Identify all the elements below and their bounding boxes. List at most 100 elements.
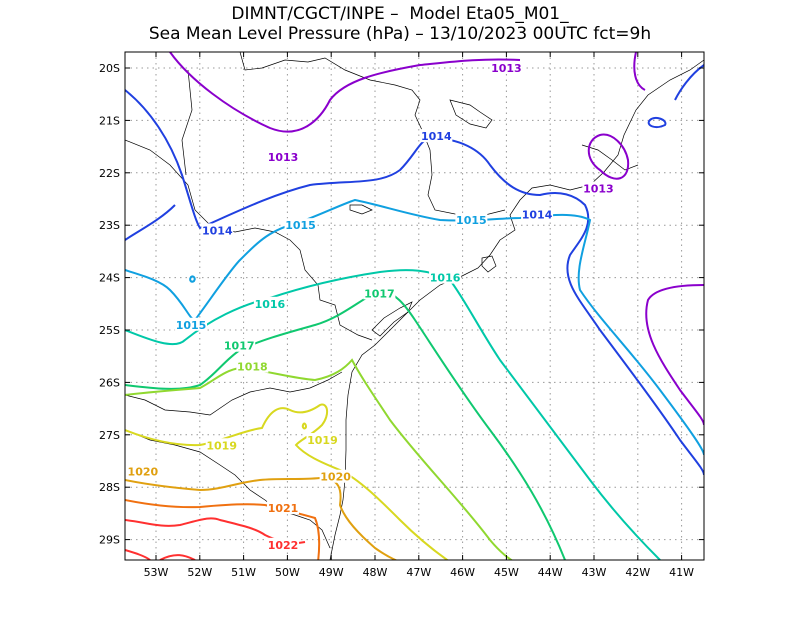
lat-lon-grid: [125, 52, 704, 560]
isobar-label: 1013: [583, 183, 614, 196]
lat-tick-label: 20S: [99, 62, 120, 75]
isobar-label-bg: [490, 61, 523, 74]
lon-tick-label: 52W: [187, 566, 212, 579]
lat-tick-label: 24S: [99, 272, 120, 285]
lagoon: [371, 301, 413, 337]
lat-tick-label: 25S: [99, 324, 120, 337]
isobar-1018: [125, 358, 514, 560]
isobar-1013: [645, 284, 704, 426]
isobar-label-bg: [306, 433, 339, 447]
lon-tick-label: 53W: [144, 566, 169, 579]
isobar-1014: [647, 116, 667, 129]
isobars: [125, 52, 704, 560]
lake: [449, 99, 493, 129]
lon-tick-label: 41W: [669, 566, 694, 579]
isobar-label: 1013: [268, 151, 299, 164]
isobar-label: 1015: [285, 219, 316, 232]
isobar-label-bg: [201, 223, 234, 237]
isobar-label: 1015: [176, 319, 207, 332]
isobar-label: 1019: [206, 439, 237, 452]
isobar-label-bg: [126, 464, 159, 478]
state-border: [239, 52, 506, 216]
lat-tick-label: 29S: [99, 534, 120, 547]
lon-tick-label: 46W: [450, 566, 475, 579]
axis-ticks: 53W 52W 51W 50W 49W 48W 47W 46W 45W 44W 43W 42W 41W 2…: [99, 52, 704, 579]
isobar-label-bg: [253, 296, 286, 310]
map-frame: [124, 51, 705, 561]
state-border: [125, 371, 343, 416]
isobar-1021: [125, 499, 321, 560]
lake: [349, 204, 373, 215]
isobar-label-bg: [521, 207, 554, 221]
isobar-label-bg: [319, 469, 352, 483]
lon-tick-label: 48W: [363, 566, 388, 579]
isobar-label: 1016: [430, 272, 461, 285]
isobar-label: 1014: [202, 224, 233, 237]
isobar-label: 1017: [224, 340, 255, 353]
isobar-1022: [159, 554, 196, 560]
isobar-label-bg: [236, 359, 269, 373]
isobar-label-bg: [429, 270, 462, 284]
isobar-label-bg: [223, 338, 256, 352]
isobar-1015: [189, 275, 196, 283]
isobar-1013: [633, 52, 646, 91]
isobar-label: 1015: [456, 214, 487, 227]
state-border: [581, 144, 639, 171]
isobar-label: 1019: [307, 434, 338, 447]
state-border: [181, 69, 193, 176]
island: [481, 255, 497, 273]
isobar-label-bg: [284, 218, 317, 232]
state-border: [125, 429, 331, 549]
lon-tick-label: 44W: [538, 566, 563, 579]
lon-tick-label: 42W: [625, 566, 650, 579]
isobar-label-bg: [267, 537, 300, 551]
isobar-1019: [301, 422, 308, 430]
lon-tick-label: 51W: [231, 566, 256, 579]
lat-tick-label: 23S: [99, 219, 120, 232]
isobar-label: 1020: [320, 471, 351, 484]
lon-tick-label: 49W: [319, 566, 344, 579]
isobar-label: 1014: [421, 130, 452, 143]
isobar-label: 1016: [255, 298, 286, 311]
isobar-1020: [125, 476, 398, 560]
isobar-labels: 1013 1013 1013 1014 1014 1014 1015 1015 1015 1016…: [126, 61, 615, 552]
map-title: DIMNT/CGCT/INPE – Model Eta05_M01_ Sea M…: [0, 4, 800, 44]
state-border: [125, 139, 373, 341]
lon-tick-label: 43W: [582, 566, 607, 579]
lat-tick-label: 26S: [99, 376, 120, 389]
isobar-label-bg: [363, 286, 396, 300]
isobar-label: 1018: [237, 361, 268, 374]
isobar-label-bg: [420, 129, 453, 143]
isobar-1022: [125, 549, 151, 560]
lon-tick-label: 50W: [275, 566, 300, 579]
lat-tick-label: 22S: [99, 167, 120, 180]
lat-tick-label: 27S: [99, 429, 120, 442]
isobar-label-bg: [267, 150, 300, 164]
lat-tick-label: 21S: [99, 114, 120, 127]
isobar-label: 1020: [128, 465, 159, 478]
isobar-label: 1017: [364, 287, 395, 300]
isobar-1014: [125, 204, 176, 241]
coastline: [329, 59, 704, 560]
isobar-label-bg: [582, 181, 615, 195]
isobar-label: 1013: [491, 62, 522, 75]
isobar-1019: [125, 403, 449, 560]
isobar-label-bg: [455, 212, 488, 226]
coastlines: [125, 52, 704, 560]
isobar-label-bg: [205, 438, 238, 452]
title-line-1: DIMNT/CGCT/INPE – Model Eta05_M01_: [231, 4, 569, 24]
isobar-label-bg: [267, 501, 300, 515]
lon-tick-label: 45W: [494, 566, 519, 579]
isobar-1013: [587, 133, 630, 180]
lat-tick-label: 28S: [99, 481, 120, 494]
title-line-2: Sea Mean Level Pressure (hPa) – 13/10/20…: [148, 24, 652, 44]
isobar-1015: [125, 198, 704, 456]
isobar-label: 1014: [522, 209, 553, 222]
isobar-1014: [125, 89, 704, 476]
isobar-label-bg: [175, 317, 208, 331]
isobar-1013: [169, 52, 521, 133]
isobar-1016: [125, 269, 661, 560]
lon-tick-label: 47W: [406, 566, 431, 579]
isobar-label: 1022: [268, 539, 299, 552]
